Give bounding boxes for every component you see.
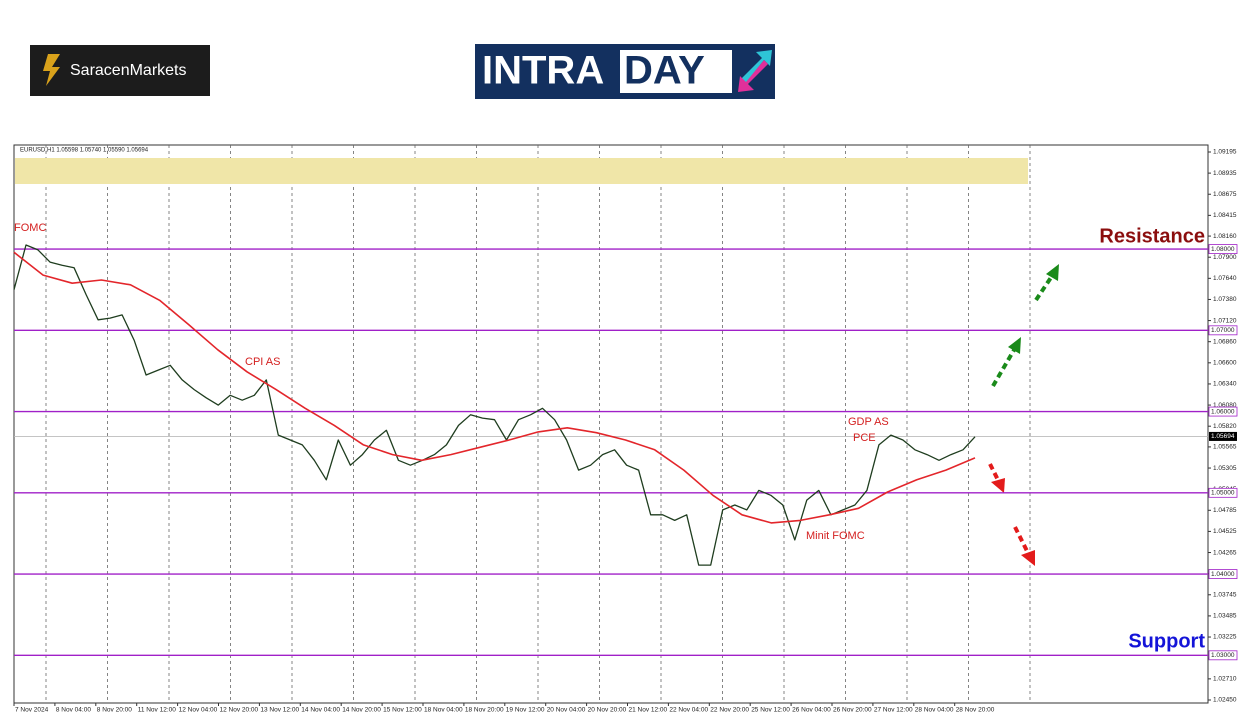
- level-box: [1208, 569, 1238, 579]
- logo-arrow: [740, 50, 772, 84]
- x-tick-label: 26 Nov 20:00: [833, 707, 872, 714]
- level-label: 1.03000: [1211, 652, 1235, 659]
- symbol-header: EURUSD,H1 1.05598 1.05740 1.05590 1.0569…: [20, 148, 149, 154]
- moving-average: [13, 251, 976, 524]
- y-tick-label: 1.06340: [1213, 381, 1237, 388]
- logo-text: DAY: [624, 49, 705, 93]
- y-tick-label: 1.07380: [1213, 296, 1237, 303]
- logo-text: SaracenMarkets: [70, 62, 187, 79]
- arrow-up: [1034, 274, 1054, 302]
- level-box: [1208, 650, 1238, 661]
- y-tick-label: 1.02710: [1213, 676, 1237, 683]
- y-tick-label: 1.07640: [1213, 275, 1237, 282]
- logo-icon: [43, 54, 60, 86]
- arrows: [988, 264, 1059, 566]
- x-tick-label: 19 Nov 12:00: [506, 707, 545, 714]
- level-label: 1.08000: [1211, 246, 1235, 253]
- current-price-label: 1.05694: [1211, 433, 1235, 440]
- y-tick-label: 1.07120: [1213, 317, 1237, 324]
- y-tick-label: 1.06860: [1213, 338, 1237, 345]
- x-tick-label: 28 Nov 04:00: [915, 707, 954, 714]
- x-tick-label: 27 Nov 12:00: [874, 707, 913, 714]
- arrow-head: [1021, 550, 1035, 566]
- logo-left: SaracenMarkets: [30, 45, 210, 96]
- y-tick-label: 1.05820: [1213, 423, 1237, 430]
- logo-bg: [30, 45, 210, 96]
- level-label: 1.04000: [1211, 571, 1235, 578]
- level-box: [1208, 325, 1238, 336]
- event-annotation: Minit FOMC: [806, 530, 865, 542]
- y-tick-label: 1.07900: [1213, 254, 1237, 261]
- logo-right: INTRA DAY: [475, 44, 775, 99]
- level-label: 1.06000: [1211, 408, 1235, 415]
- day-separators: [45, 145, 1031, 703]
- x-tick-label: 13 Nov 12:00: [260, 707, 299, 714]
- resistance-label: Resistance: [1099, 225, 1205, 247]
- y-tick-label: 1.04525: [1213, 528, 1237, 535]
- x-tick-label: 28 Nov 20:00: [956, 707, 995, 714]
- y-tick-label: 1.05565: [1213, 444, 1237, 451]
- x-tick-label: 18 Nov 04:00: [424, 707, 463, 714]
- x-tick-label: 14 Nov 04:00: [301, 707, 340, 714]
- level-box: [1208, 487, 1238, 498]
- y-tick-label: 1.06600: [1213, 360, 1237, 367]
- level-box: [1208, 406, 1238, 417]
- x-tick-label: 22 Nov 20:00: [710, 707, 749, 714]
- x-tick-label: 12 Nov 04:00: [179, 707, 218, 714]
- x-tick-label: 25 Nov 12:00: [751, 707, 790, 714]
- supply-zone: [15, 157, 1028, 184]
- x-tick-label: 18 Nov 20:00: [465, 707, 504, 714]
- arrow-up: [991, 348, 1016, 388]
- level-box: [1208, 244, 1238, 254]
- x-tick-label: 15 Nov 12:00: [383, 707, 422, 714]
- event-annotation: PCE: [853, 432, 876, 444]
- y-tick-label: 1.04785: [1213, 507, 1237, 514]
- y-tick-label: 1.03225: [1213, 634, 1237, 641]
- x-tick-label: 8 Nov 20:00: [97, 707, 132, 714]
- current-price-box: [1209, 431, 1237, 441]
- x-tick-label: 12 Nov 20:00: [220, 707, 259, 714]
- logo-box: [620, 50, 732, 93]
- logo-arrow: [738, 60, 768, 92]
- y-tick-label: 1.08675: [1213, 191, 1237, 198]
- x-tick-label: 26 Nov 04:00: [792, 707, 831, 714]
- arrow-down: [1013, 526, 1030, 554]
- event-annotation: CPI AS: [245, 356, 280, 368]
- x-tick-label: 21 Nov 12:00: [629, 707, 668, 714]
- y-tick-label: 1.03485: [1213, 613, 1237, 620]
- event-annotation: FOMC: [14, 222, 46, 234]
- x-tick-label: 22 Nov 04:00: [669, 707, 708, 714]
- price-line: [13, 244, 976, 566]
- x-tick-label: 20 Nov 04:00: [547, 707, 586, 714]
- y-tick-label: 1.02450: [1213, 697, 1237, 704]
- arrow-head: [991, 478, 1005, 493]
- y-tick-label: 1.03745: [1213, 591, 1237, 598]
- x-tick-label: 14 Nov 20:00: [342, 707, 381, 714]
- y-tick-label: 1.08415: [1213, 212, 1237, 219]
- y-tick-label: 1.08935: [1213, 170, 1237, 177]
- support-label: Support: [1128, 630, 1205, 652]
- x-tick-label: 11 Nov 12:00: [138, 707, 177, 714]
- arrow-down: [988, 463, 1000, 481]
- y-tick-label: 1.04265: [1213, 549, 1237, 556]
- x-tick-label: 8 Nov 04:00: [56, 707, 91, 714]
- arrow-head: [1046, 264, 1059, 281]
- level-label: 1.05000: [1211, 490, 1235, 497]
- y-tick-label: 1.08160: [1213, 233, 1237, 240]
- arrow-head: [1008, 337, 1021, 354]
- level-label: 1.07000: [1211, 327, 1235, 334]
- x-tick-label: 20 Nov 20:00: [588, 707, 627, 714]
- x-tick-label: 7 Nov 2024: [15, 707, 49, 714]
- logo-text: INTRA: [482, 49, 604, 93]
- y-tick-label: 1.09195: [1213, 149, 1237, 156]
- plot-frame: [13, 144, 1209, 704]
- event-annotation: GDP AS: [848, 416, 889, 428]
- y-tick-label: 1.06080: [1213, 402, 1237, 409]
- y-tick-label: 1.05305: [1213, 465, 1237, 472]
